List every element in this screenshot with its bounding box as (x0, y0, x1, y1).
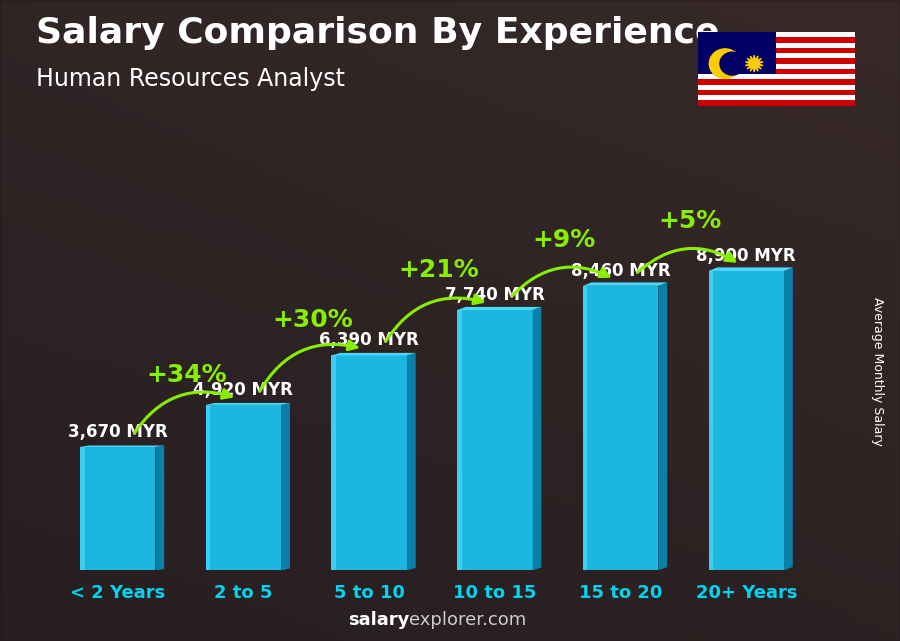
Bar (698, 85, 855, 90)
Text: Human Resources Analyst: Human Resources Analyst (36, 67, 345, 91)
Bar (583, 286, 588, 570)
Polygon shape (533, 307, 542, 570)
Text: 7,740 MYR: 7,740 MYR (445, 286, 544, 304)
Polygon shape (658, 283, 667, 570)
Bar (698, 101, 855, 106)
Bar (698, 32, 855, 37)
Polygon shape (281, 403, 290, 570)
Text: 3,670 MYR: 3,670 MYR (68, 423, 167, 441)
Bar (206, 405, 211, 570)
Bar (206, 405, 281, 570)
Text: Salary Comparison By Experience: Salary Comparison By Experience (36, 16, 719, 50)
Bar (698, 79, 855, 85)
Polygon shape (407, 353, 416, 570)
Bar (331, 356, 336, 570)
Bar (457, 310, 533, 570)
Polygon shape (784, 267, 793, 570)
Text: 8,900 MYR: 8,900 MYR (697, 247, 796, 265)
Bar (698, 69, 855, 74)
Text: explorer.com: explorer.com (410, 612, 526, 629)
Bar (698, 96, 855, 101)
Polygon shape (745, 55, 763, 72)
Text: +30%: +30% (272, 308, 353, 332)
Circle shape (720, 52, 744, 75)
Text: 8,460 MYR: 8,460 MYR (571, 262, 670, 279)
Polygon shape (583, 283, 667, 286)
Bar (698, 37, 855, 42)
Text: +9%: +9% (533, 228, 596, 253)
Bar (698, 42, 855, 48)
Bar (698, 58, 855, 63)
Bar (698, 74, 855, 79)
Polygon shape (457, 307, 542, 310)
Bar (698, 48, 855, 53)
Bar (331, 356, 407, 570)
Text: 4,920 MYR: 4,920 MYR (194, 381, 293, 399)
Bar (708, 271, 784, 570)
Text: Average Monthly Salary: Average Monthly Salary (871, 297, 884, 446)
Bar (698, 32, 776, 74)
Text: 6,390 MYR: 6,390 MYR (320, 331, 419, 349)
Bar (698, 90, 855, 96)
Bar (457, 310, 462, 570)
Polygon shape (156, 445, 164, 570)
Polygon shape (708, 267, 793, 271)
Polygon shape (331, 353, 416, 356)
Circle shape (709, 49, 741, 78)
Text: +5%: +5% (658, 208, 721, 233)
Polygon shape (206, 403, 290, 405)
Bar (698, 63, 855, 69)
Text: +34%: +34% (147, 363, 227, 387)
Bar (583, 286, 658, 570)
Text: +21%: +21% (398, 258, 479, 281)
Polygon shape (80, 445, 164, 447)
Bar (708, 271, 713, 570)
Bar (698, 53, 855, 58)
Text: salary: salary (348, 612, 410, 629)
Bar (80, 447, 156, 570)
Bar (80, 447, 85, 570)
